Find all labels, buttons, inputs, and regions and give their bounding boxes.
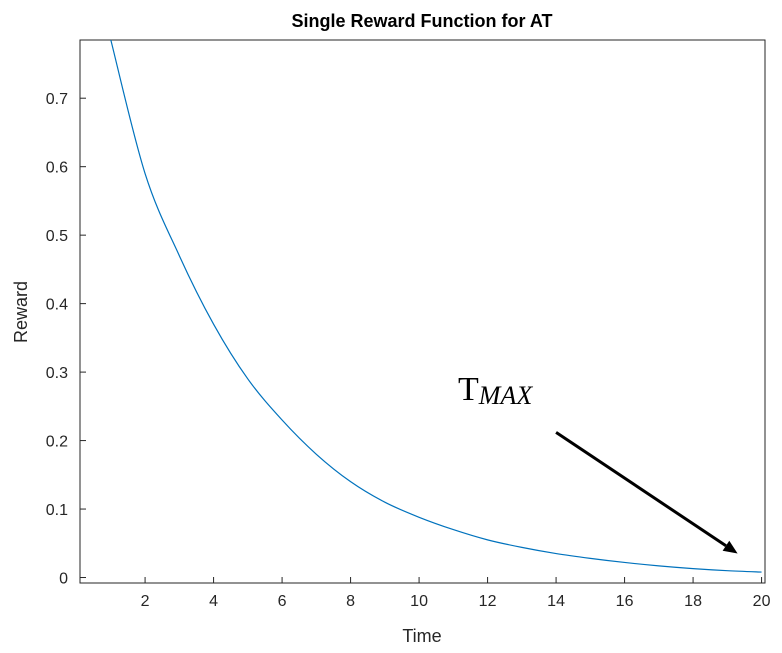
x-tick-label: 6 [278,593,287,610]
x-tick-label: 12 [479,593,497,610]
annotation-arrow [555,431,727,548]
annotation-label-subscript: MAX [478,381,534,410]
x-tick-label: 4 [209,593,218,610]
y-axis-label: Reward [11,281,31,343]
annotation-label-main: T [458,371,479,408]
x-tick-label: 2 [141,593,150,610]
plot-area [79,39,766,584]
x-tick-label: 20 [753,593,771,610]
y-axis: 0 0.1 0.2 0.3 0.4 0.5 0.6 0.7 [46,91,86,588]
y-tick-label: 0.7 [46,91,68,108]
plot-frame [79,39,766,584]
x-tick-label: 18 [684,593,702,610]
x-tick-label: 10 [410,593,428,610]
y-tick-label: 0.5 [46,228,68,245]
annotation-label: TMAX [458,371,533,410]
annotation-arrow-head [722,540,738,554]
y-tick-label: 0.3 [46,365,68,382]
y-tick-label: 0.1 [46,502,68,519]
y-tick-label: 0 [59,571,68,588]
tmax-annotation: TMAX [458,371,738,554]
x-axis-label: Time [402,626,441,646]
x-tick-label: 14 [547,593,565,610]
x-tick-label: 16 [616,593,634,610]
x-axis: 2 4 6 8 10 12 14 16 18 20 [141,577,771,610]
x-tick-label: 8 [346,593,355,610]
y-tick-label: 0.2 [46,434,68,451]
y-tick-label: 0.6 [46,160,68,177]
chart-title: Single Reward Function for AT [292,11,553,31]
y-tick-label: 0.4 [46,297,68,314]
series-line [110,39,762,573]
